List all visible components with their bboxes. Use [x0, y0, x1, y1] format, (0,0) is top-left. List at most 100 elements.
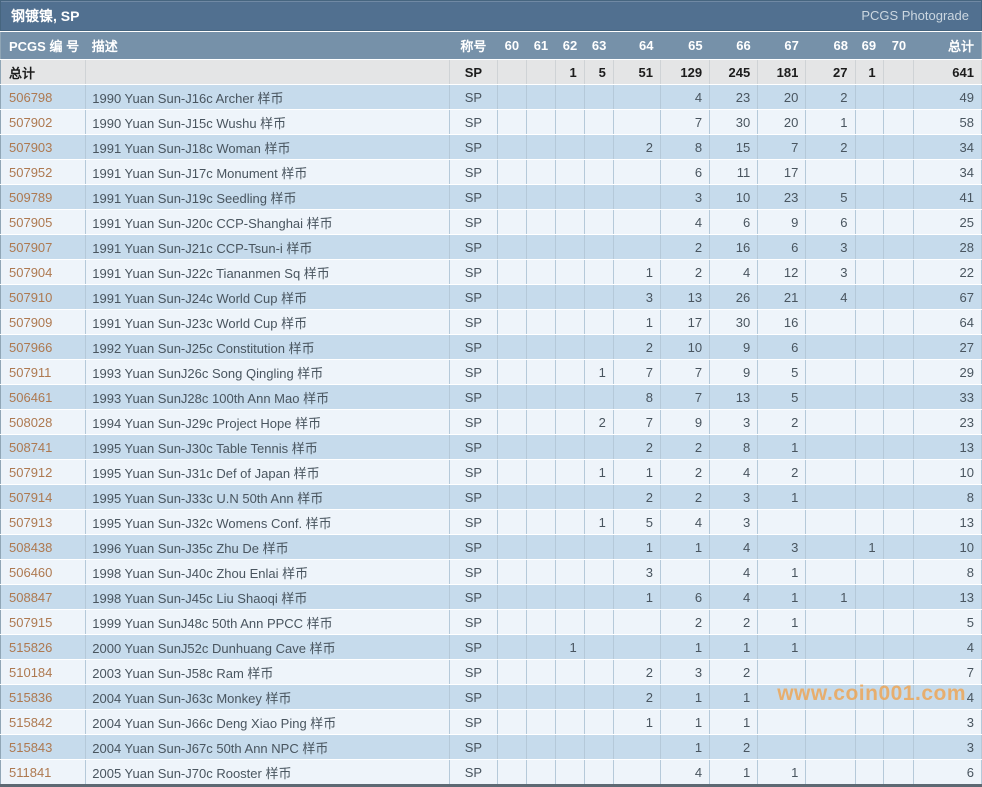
- grade-count-70: [883, 509, 914, 535]
- coin-description: 1991 Yuan Sun-J18c Woman 样币: [85, 134, 451, 160]
- grade-count-64: 8: [613, 384, 661, 410]
- grade-count-62: [555, 159, 585, 185]
- pcgs-photograde-link[interactable]: PCGS Photograde: [861, 8, 969, 23]
- coin-description: 2004 Yuan Sun-J66c Deng Xiao Ping 样币: [85, 709, 451, 735]
- grade-count-62: [555, 459, 585, 485]
- grade-count-67: 5: [757, 359, 807, 385]
- grade-count-63: [584, 659, 614, 685]
- pcgs-id-link[interactable]: 508028: [0, 409, 87, 435]
- table-row: 508741 1995 Yuan Sun-J30c Table Tennis 样币…: [0, 434, 982, 460]
- grade-count-64: 2: [613, 434, 661, 460]
- grade-designation: SP: [449, 734, 498, 760]
- table-row: 510184 2003 Yuan Sun-J58c Ram 样币 SP 2 3 2 7: [0, 659, 982, 685]
- summary-row: 总计 SP 1 5 51 129 245 181 27 1 641: [0, 59, 982, 85]
- coin-description: 2005 Yuan Sun-J70c Rooster 样币: [85, 759, 451, 786]
- pcgs-id-link[interactable]: 515826: [0, 634, 87, 660]
- table-row: 507907 1991 Yuan Sun-J21c CCP-Tsun-i 样币 SP…: [0, 234, 982, 260]
- pcgs-id-link[interactable]: 506461: [0, 384, 87, 410]
- grade-count-63: 1: [584, 509, 614, 535]
- grade-count-69: [855, 459, 884, 485]
- grade-count-64: 1: [613, 584, 661, 610]
- grade-count-70: [883, 109, 914, 135]
- grade-count-66: 26: [709, 284, 759, 310]
- pcgs-id-link[interactable]: 510184: [0, 659, 87, 685]
- grade-count-68: [805, 159, 856, 185]
- pcgs-id-link[interactable]: 507907: [0, 234, 87, 260]
- grade-count-67: 1: [757, 634, 807, 660]
- grade-count-69: [855, 234, 884, 260]
- pcgs-id-link[interactable]: 507952: [0, 159, 87, 185]
- pcgs-id-link[interactable]: 511841: [0, 759, 87, 786]
- grade-count-63: [584, 484, 614, 510]
- pcgs-id-link[interactable]: 507904: [0, 259, 87, 285]
- summary-count-61: [526, 59, 556, 85]
- pcgs-id-link[interactable]: 515836: [0, 684, 87, 710]
- pcgs-id-link[interactable]: 507909: [0, 309, 87, 335]
- grade-count-61: [526, 384, 556, 410]
- grade-count-63: [584, 309, 614, 335]
- grade-count-69: [855, 734, 884, 760]
- grade-count-67: 1: [757, 484, 807, 510]
- grade-count-61: [526, 459, 556, 485]
- row-total: 22: [913, 259, 982, 285]
- grade-count-69: [855, 484, 884, 510]
- pcgs-id-link[interactable]: 515842: [0, 709, 87, 735]
- grade-count-67: 6: [757, 334, 807, 360]
- grade-count-70: [883, 609, 914, 635]
- grade-count-61: [526, 559, 556, 585]
- pcgs-id-link[interactable]: 508741: [0, 434, 87, 460]
- grade-count-65: 17: [660, 309, 711, 335]
- grade-count-61: [526, 84, 556, 110]
- grade-count-62: [555, 409, 585, 435]
- grade-count-60: [497, 459, 527, 485]
- summary-description: [85, 59, 451, 85]
- grade-count-67: [757, 509, 807, 535]
- pcgs-id-link[interactable]: 507910: [0, 284, 87, 310]
- pcgs-id-link[interactable]: 507914: [0, 484, 87, 510]
- pcgs-id-link[interactable]: 515843: [0, 734, 87, 760]
- grade-count-66: 30: [709, 309, 759, 335]
- col-header-total: 总计: [913, 32, 982, 60]
- pcgs-id-link[interactable]: 509789: [0, 184, 87, 210]
- grade-count-62: [555, 734, 585, 760]
- grade-count-67: 20: [757, 109, 807, 135]
- grade-count-63: [584, 734, 614, 760]
- page-title: 钢镀镍, SP: [11, 7, 80, 24]
- grade-count-60: [497, 634, 527, 660]
- grade-count-68: [805, 759, 856, 786]
- table-row: 507966 1992 Yuan Sun-J25c Constitution 样币…: [0, 334, 982, 360]
- grade-count-69: [855, 609, 884, 635]
- table-row: 507912 1995 Yuan Sun-J31c Def of Japan 样币…: [0, 459, 982, 485]
- grade-count-68: [805, 434, 856, 460]
- grade-count-63: [584, 434, 614, 460]
- grade-count-69: [855, 209, 884, 235]
- pcgs-id-link[interactable]: 507912: [0, 459, 87, 485]
- grade-count-65: 4: [660, 509, 711, 535]
- grade-designation: SP: [449, 584, 498, 610]
- grade-designation: SP: [449, 334, 498, 360]
- grade-count-60: [497, 109, 527, 135]
- pcgs-id-link[interactable]: 508438: [0, 534, 87, 560]
- coin-description: 1998 Yuan Sun-J40c Zhou Enlai 样币: [85, 559, 451, 585]
- pcgs-id-link[interactable]: 508847: [0, 584, 87, 610]
- pcgs-id-link[interactable]: 507913: [0, 509, 87, 535]
- grade-count-70: [883, 84, 914, 110]
- pcgs-id-link[interactable]: 507915: [0, 609, 87, 635]
- pcgs-id-link[interactable]: 507911: [0, 359, 87, 385]
- grade-count-67: 2: [757, 409, 807, 435]
- row-total: 4: [913, 634, 982, 660]
- grade-count-69: [855, 334, 884, 360]
- pcgs-id-link[interactable]: 507903: [0, 134, 87, 160]
- grade-designation: SP: [449, 484, 498, 510]
- pcgs-id-link[interactable]: 506460: [0, 559, 87, 585]
- grade-count-61: [526, 659, 556, 685]
- table-row: 507911 1993 Yuan SunJ26c Song Qingling 样币…: [0, 359, 982, 385]
- grade-count-65: 1: [660, 709, 711, 735]
- grade-designation: SP: [449, 634, 498, 660]
- pcgs-id-link[interactable]: 506798: [0, 84, 87, 110]
- pcgs-id-link[interactable]: 507905: [0, 209, 87, 235]
- grade-count-62: [555, 584, 585, 610]
- grade-count-70: [883, 759, 914, 786]
- pcgs-id-link[interactable]: 507902: [0, 109, 87, 135]
- pcgs-id-link[interactable]: 507966: [0, 334, 87, 360]
